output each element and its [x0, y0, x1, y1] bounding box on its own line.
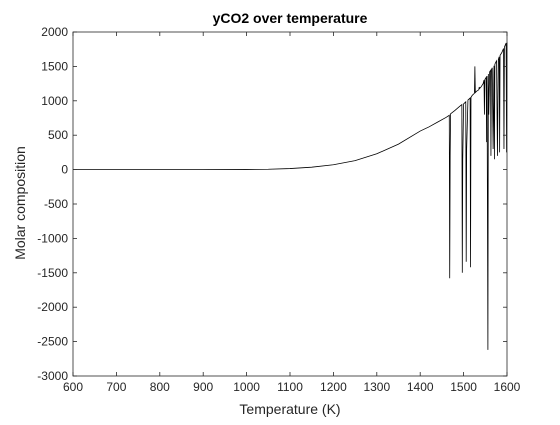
y-tick-label: -2000 [37, 300, 68, 314]
x-tick-label: 700 [106, 380, 126, 394]
x-axis-ticks: 600 700 800 900 1000 1100 1200 1300 1400 1500 1600 [63, 32, 521, 394]
x-tick-label: 800 [150, 380, 170, 394]
y-tick-label: -1500 [37, 266, 68, 280]
series-layer [73, 42, 508, 350]
chart-title: yCO2 over temperature [213, 10, 368, 26]
x-tick-label: 1100 [277, 380, 303, 394]
series-line-0 [73, 42, 508, 350]
y-tick-label: 1000 [41, 94, 68, 108]
y-tick-label: -3000 [37, 369, 68, 383]
y-tick-label: 1500 [41, 59, 68, 73]
y-tick-label: 0 [61, 163, 68, 177]
x-tick-label: 1400 [407, 380, 434, 394]
y-tick-label: -1000 [37, 231, 68, 245]
y-axis-ticks: -3000 -2500 -2000 -1500 -1000 -500 0 500 1000 150… [37, 25, 507, 383]
x-axis-label: Temperature (K) [239, 401, 340, 417]
x-tick-label: 900 [193, 380, 213, 394]
y-axis-label: Molar composition [12, 146, 28, 260]
plot-area [73, 32, 507, 376]
y-tick-label: 500 [48, 128, 68, 142]
x-tick-label: 1600 [494, 380, 521, 394]
x-tick-label: 1000 [233, 380, 260, 394]
x-tick-label: 1500 [450, 380, 477, 394]
x-tick-label: 1200 [320, 380, 347, 394]
y-tick-label: 2000 [41, 25, 68, 39]
y-tick-label: -2500 [37, 335, 68, 349]
x-tick-label: 600 [63, 380, 83, 394]
y-tick-label: -500 [44, 197, 68, 211]
x-tick-label: 1300 [363, 380, 390, 394]
